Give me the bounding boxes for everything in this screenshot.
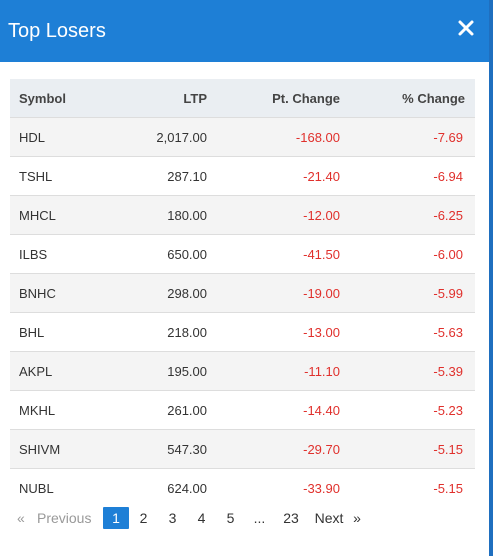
first-page-arrow[interactable]: « xyxy=(17,510,25,526)
cell-pt-change: -11.10 xyxy=(217,351,350,391)
cell-pct-change: -5.15 xyxy=(350,468,475,507)
cell-pt-change: -33.90 xyxy=(217,468,350,507)
table-row[interactable]: HDL 2,017.00 -168.00 -7.69 xyxy=(10,117,475,157)
cell-ltp: 218.00 xyxy=(102,312,217,352)
cell-ltp: 2,017.00 xyxy=(102,117,217,157)
next-page-link[interactable]: Next xyxy=(314,510,344,526)
cell-symbol: ILBS xyxy=(10,234,102,274)
last-page-arrow[interactable]: » xyxy=(353,510,361,526)
close-icon xyxy=(458,20,474,36)
table-header-row: Symbol LTP Pt. Change % Change xyxy=(10,79,475,118)
cell-ltp: 180.00 xyxy=(102,195,217,235)
dialog-title: Top Losers xyxy=(8,20,106,42)
pagination: « Previous 1 2 3 4 5 ... 23 Next » xyxy=(17,507,364,529)
table-row[interactable]: BNHC 298.00 -19.00 -5.99 xyxy=(10,273,475,313)
table-row[interactable]: AKPL 195.00 -11.10 -5.39 xyxy=(10,351,475,391)
page-link-4[interactable]: 4 xyxy=(197,510,206,526)
table-row[interactable]: MHCL 180.00 -12.00 -6.25 xyxy=(10,195,475,235)
cell-pct-change: -5.63 xyxy=(350,312,475,352)
cell-pct-change: -6.00 xyxy=(350,234,475,274)
column-header-ltp[interactable]: LTP xyxy=(183,90,207,106)
column-header-pct-change[interactable]: % Change xyxy=(402,90,465,106)
pagination-ellipsis: ... xyxy=(253,510,266,526)
cell-pct-change: -6.94 xyxy=(350,156,475,196)
page-link-2[interactable]: 2 xyxy=(139,510,148,526)
table-row[interactable]: BHL 218.00 -13.00 -5.63 xyxy=(10,312,475,352)
cell-pct-change: -5.23 xyxy=(350,390,475,430)
cell-pt-change: -14.40 xyxy=(217,390,350,430)
cell-pt-change: -168.00 xyxy=(217,117,350,157)
cell-pct-change: -5.15 xyxy=(350,429,475,469)
cell-pt-change: -12.00 xyxy=(217,195,350,235)
table-row[interactable]: ILBS 650.00 -41.50 -6.00 xyxy=(10,234,475,274)
cell-symbol: SHIVM xyxy=(10,429,102,469)
cell-pct-change: -5.39 xyxy=(350,351,475,391)
cell-pt-change: -19.00 xyxy=(217,273,350,313)
cell-symbol: TSHL xyxy=(10,156,102,196)
page-link-5[interactable]: 5 xyxy=(226,510,235,526)
cell-symbol: BHL xyxy=(10,312,102,352)
cell-ltp: 261.00 xyxy=(102,390,217,430)
page-link-23[interactable]: 23 xyxy=(283,510,299,526)
cell-symbol: HDL xyxy=(10,117,102,157)
cell-symbol: NUBL xyxy=(10,468,102,507)
cell-ltp: 624.00 xyxy=(102,468,217,507)
cell-pt-change: -13.00 xyxy=(217,312,350,352)
page-link-3[interactable]: 3 xyxy=(168,510,177,526)
cell-symbol: MKHL xyxy=(10,390,102,430)
cell-symbol: BNHC xyxy=(10,273,102,313)
table-row[interactable]: MKHL 261.00 -14.40 -5.23 xyxy=(10,390,475,430)
cell-ltp: 287.10 xyxy=(102,156,217,196)
dialog-header: Top Losers xyxy=(0,0,489,62)
cell-ltp: 195.00 xyxy=(102,351,217,391)
cell-pct-change: -6.25 xyxy=(350,195,475,235)
cell-symbol: AKPL xyxy=(10,351,102,391)
losers-table-container: Symbol LTP Pt. Change % Change HDL 2,017.… xyxy=(10,79,475,507)
table-row[interactable]: NUBL 624.00 -33.90 -5.15 xyxy=(10,468,475,507)
cell-pt-change: -21.40 xyxy=(217,156,350,196)
cell-pt-change: -41.50 xyxy=(217,234,350,274)
cell-pct-change: -5.99 xyxy=(350,273,475,313)
cell-ltp: 650.00 xyxy=(102,234,217,274)
close-button[interactable] xyxy=(457,19,475,37)
table-body: HDL 2,017.00 -168.00 -7.69 TSHL 287.10 -21.40-… xyxy=(10,117,475,507)
column-header-symbol[interactable]: Symbol xyxy=(19,90,66,106)
table-row[interactable]: TSHL 287.10 -21.40 -6.94 xyxy=(10,156,475,196)
cell-ltp: 547.30 xyxy=(102,429,217,469)
page-link-1[interactable]: 1 xyxy=(103,507,129,529)
column-header-pt-change[interactable]: Pt. Change xyxy=(272,90,340,106)
cell-pt-change: -29.70 xyxy=(217,429,350,469)
table-row[interactable]: SHIVM 547.30 -29.70 -5.15 xyxy=(10,429,475,469)
cell-ltp: 298.00 xyxy=(102,273,217,313)
losers-table: Symbol LTP Pt. Change % Change HDL 2,017.… xyxy=(10,79,475,507)
previous-page-link[interactable]: Previous xyxy=(37,510,92,526)
cell-symbol: MHCL xyxy=(10,195,102,235)
cell-pct-change: -7.69 xyxy=(350,117,475,157)
